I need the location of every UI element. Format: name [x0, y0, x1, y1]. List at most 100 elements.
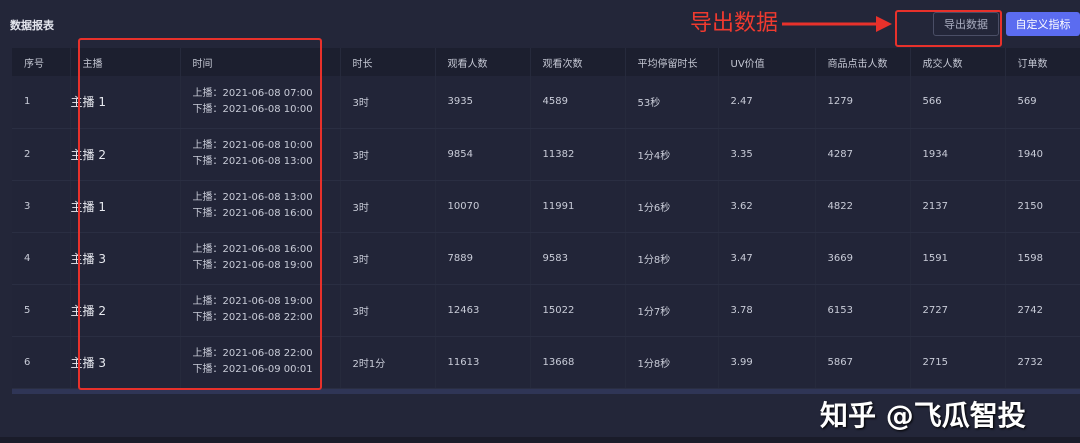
cell-buyers: 1591 — [910, 232, 1006, 285]
cell-no: 4 — [12, 232, 71, 285]
time-start: 上播：2021-06-08 16:00 — [192, 244, 313, 255]
cell-avg_stay: 1分8秒 — [625, 336, 719, 389]
time-end: 下播：2021-06-08 16:00 — [192, 208, 313, 219]
cell-time: 上播：2021-06-08 19:00 下播：2021-06-08 22:00 — [180, 284, 341, 337]
watermark: 知乎 @飞瓜智投 — [820, 399, 1026, 432]
table-row: 6 主播 3 上播：2021-06-08 22:00 下播：2021-06-09 00… — [12, 336, 1080, 389]
cell-duration: 3时 — [340, 284, 436, 337]
arrow-head — [876, 16, 892, 32]
cell-viewers: 10070 — [435, 180, 531, 233]
cell-avg_stay: 1分6秒 — [625, 180, 719, 233]
cell-views: 9583 — [530, 232, 626, 285]
cell-clicks: 1279 — [815, 76, 911, 129]
column-header: 序号 — [12, 48, 71, 76]
column-header: 观看人数 — [435, 48, 531, 76]
cell-anchor: 主播 1 — [70, 76, 181, 129]
cell-buyers: 2727 — [910, 284, 1006, 337]
time-start: 上播：2021-06-08 07:00 — [192, 87, 313, 99]
time-start: 上播：2021-06-08 19:00 — [192, 296, 313, 307]
cell-avg_stay: 1分7秒 — [625, 284, 719, 337]
column-header: 观看次数 — [530, 48, 626, 76]
cell-time: 上播：2021-06-08 13:00 下播：2021-06-08 16:00 — [180, 180, 341, 233]
cell-buyers: 2715 — [910, 336, 1006, 389]
time-end: 下播：2021-06-08 22:00 — [192, 312, 313, 323]
cell-viewers: 3935 — [435, 76, 531, 129]
table-row: 2 主播 2 上播：2021-06-08 10:00 下播：2021-06-08 13… — [12, 128, 1080, 181]
cell-duration: 3时 — [340, 232, 436, 285]
time-end: 下播：2021-06-08 19:00 — [192, 260, 313, 271]
cell-duration: 3时 — [340, 180, 436, 233]
table-row: 3 主播 1 上播：2021-06-08 13:00 下播：2021-06-08 16… — [12, 180, 1080, 233]
cell-duration: 2时1分 — [340, 336, 436, 389]
time-end: 下播：2021-06-08 13:00 — [192, 156, 313, 167]
cell-no: 1 — [12, 76, 71, 129]
cell-orders: 2732 — [1005, 336, 1080, 389]
highlight-box-anchor-time — [78, 38, 322, 390]
cell-views: 13668 — [530, 336, 626, 389]
bottom-bar — [0, 437, 1080, 443]
time-end: 下播：2021-06-09 00:01 — [192, 364, 313, 375]
data-table: 序号 主播 时间 时长 观看人数 观看次数 平均停留时长 UV价值 商品点击人数 成交人数 订单数 … — [12, 48, 1080, 389]
time-end: 下播：2021-06-08 10:00 — [192, 103, 313, 115]
column-header: 成交人数 — [910, 48, 1006, 76]
time-start: 上播：2021-06-08 22:00 — [192, 348, 313, 359]
time-start: 上播：2021-06-08 10:00 — [192, 140, 313, 151]
cell-anchor: 主播 3 — [70, 336, 181, 389]
cell-uv: 3.35 — [718, 128, 816, 181]
cell-clicks: 3669 — [815, 232, 911, 285]
cell-no: 2 — [12, 128, 71, 181]
cell-uv: 3.47 — [718, 232, 816, 285]
cell-uv: 3.78 — [718, 284, 816, 337]
table-row: 5 主播 2 上播：2021-06-08 19:00 下播：2021-06-08 22… — [12, 284, 1080, 337]
cell-views: 15022 — [530, 284, 626, 337]
cell-clicks: 4287 — [815, 128, 911, 181]
custom-metrics-button[interactable]: 自定义指标 — [1006, 12, 1080, 36]
cell-views: 11991 — [530, 180, 626, 233]
page-title: 数据报表 — [10, 19, 54, 32]
cell-buyers: 1934 — [910, 128, 1006, 181]
cell-orders: 1940 — [1005, 128, 1080, 181]
cell-time: 上播：2021-06-08 16:00 下播：2021-06-08 19:00 — [180, 232, 341, 285]
column-header: 平均停留时长 — [625, 48, 719, 76]
cell-views: 4589 — [530, 76, 626, 129]
cell-no: 5 — [12, 284, 71, 337]
table-row: 1 主播 1 上播：2021-06-08 07:00 下播：2021-06-08 10… — [12, 76, 1080, 129]
cell-avg_stay: 53秒 — [625, 76, 719, 129]
cell-clicks: 4822 — [815, 180, 911, 233]
column-header: 主播 — [70, 48, 181, 76]
cell-uv: 3.99 — [718, 336, 816, 389]
column-header: UV价值 — [718, 48, 816, 76]
cell-duration: 3时 — [340, 128, 436, 181]
cell-viewers: 12463 — [435, 284, 531, 337]
table-row: 4 主播 3 上播：2021-06-08 16:00 下播：2021-06-08 19… — [12, 232, 1080, 285]
column-header: 订单数 — [1005, 48, 1080, 76]
highlight-box-export — [895, 10, 1002, 47]
cell-viewers: 7889 — [435, 232, 531, 285]
cell-viewers: 11613 — [435, 336, 531, 389]
cell-buyers: 2137 — [910, 180, 1006, 233]
cell-no: 6 — [12, 336, 71, 389]
cell-uv: 3.62 — [718, 180, 816, 233]
cell-avg_stay: 1分8秒 — [625, 232, 719, 285]
cell-orders: 569 — [1005, 76, 1080, 129]
column-header: 时长 — [340, 48, 436, 76]
cell-orders: 2150 — [1005, 180, 1080, 233]
cell-no: 3 — [12, 180, 71, 233]
cell-buyers: 566 — [910, 76, 1006, 129]
header-row: 序号 主播 时间 时长 观看人数 观看次数 平均停留时长 UV价值 商品点击人数 成交人数 订单数 — [12, 48, 1080, 76]
annotation-label: 导出数据 — [690, 11, 779, 36]
cell-clicks: 6153 — [815, 284, 911, 337]
time-start: 上播：2021-06-08 13:00 — [192, 192, 313, 203]
cell-time: 上播：2021-06-08 22:00 下播：2021-06-09 00:01 — [180, 336, 341, 389]
cell-anchor: 主播 1 — [70, 180, 181, 233]
column-header: 时间 — [180, 48, 341, 76]
cell-clicks: 5867 — [815, 336, 911, 389]
column-header: 商品点击人数 — [815, 48, 911, 76]
horizontal-scrollbar[interactable] — [12, 389, 1080, 394]
cell-time: 上播：2021-06-08 10:00 下播：2021-06-08 13:00 — [180, 128, 341, 181]
cell-duration: 3时 — [340, 76, 436, 129]
cell-viewers: 9854 — [435, 128, 531, 181]
cell-anchor: 主播 3 — [70, 232, 181, 285]
export-data-button[interactable]: 导出数据 — [933, 12, 999, 36]
